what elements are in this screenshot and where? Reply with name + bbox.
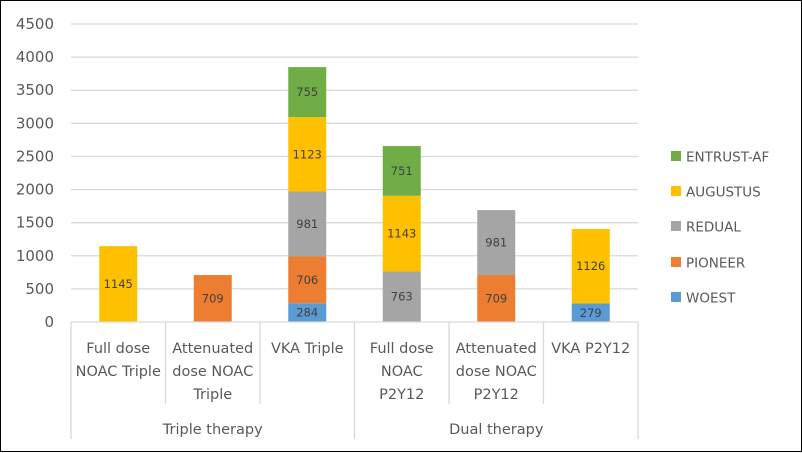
category-label: Attenuated <box>172 341 253 357</box>
data-label: 763 <box>391 290 413 304</box>
y-tick-label: 3000 <box>16 114 54 132</box>
y-tick-label: 2500 <box>16 147 54 165</box>
legend-label: PIONEER <box>686 256 745 272</box>
data-label: 706 <box>296 273 318 287</box>
legend-label: AUGUSTUS <box>686 185 761 201</box>
legend-swatch-entrust-af <box>671 151 681 161</box>
legend-swatch-pioneer <box>671 257 681 267</box>
category-label: NOAC <box>381 364 423 380</box>
category-label: P2Y12 <box>474 387 519 403</box>
bar-segment-redual <box>477 210 516 276</box>
y-tick-label: 3500 <box>16 81 54 99</box>
y-tick-label: 4500 <box>16 15 54 33</box>
group-label: Triple therapy <box>162 422 263 438</box>
category-label: VKA Triple <box>271 341 344 357</box>
data-label: 1145 <box>104 277 133 291</box>
y-tick-label: 2000 <box>16 181 54 199</box>
category-label: Triple <box>192 387 232 403</box>
gridlines <box>71 23 638 290</box>
category-label: VKA P2Y12 <box>551 341 630 357</box>
bar-segment-woest <box>288 303 327 322</box>
category-label: Full dose <box>370 341 434 357</box>
bar-segment-entrust-af <box>288 67 327 118</box>
data-label: 751 <box>391 164 413 178</box>
legend-label: ENTRUST-AF <box>686 150 769 166</box>
bar-segment-pioneer <box>288 256 327 304</box>
y-tick-label: 0 <box>44 313 54 331</box>
data-label: 1143 <box>387 227 416 241</box>
data-label: 279 <box>580 306 602 320</box>
y-tick-label: 4000 <box>16 48 54 66</box>
data-label: 1126 <box>576 259 605 273</box>
data-label: 1123 <box>293 147 322 161</box>
bar-segment-woest <box>571 303 610 322</box>
legend-swatch-redual <box>671 221 681 231</box>
category-label: dose NOAC <box>172 364 253 380</box>
legend: ENTRUST-AF AUGUSTUS REDUAL PIONEER WOEST <box>671 150 769 307</box>
legend-label: REDUAL <box>686 220 741 236</box>
y-tick-label: 1000 <box>16 247 54 265</box>
data-label: 981 <box>296 217 318 231</box>
bar-segment-augustus <box>382 195 421 272</box>
bar-segment-augustus <box>571 228 610 304</box>
data-label: 755 <box>296 85 318 99</box>
y-tick-label: 1500 <box>16 214 54 232</box>
legend-swatch-augustus <box>671 186 681 196</box>
bar-segment-pioneer <box>477 275 516 322</box>
data-label: 709 <box>485 292 507 306</box>
category-label: Attenuated <box>456 341 537 357</box>
legend-label: WOEST <box>686 291 736 307</box>
x-axis: Full dose NOAC Triple Attenuated dose NOAC T… <box>70 321 639 439</box>
bar-segment-redual <box>382 271 421 322</box>
data-label: 981 <box>485 236 507 250</box>
group-label: Dual therapy <box>449 422 544 438</box>
y-axis-ticks: 0 500 1000 1500 2000 2500 3000 3500 4000 4500 <box>16 15 54 331</box>
bar-segment-augustus <box>288 117 327 192</box>
bar-segment-pioneer <box>193 275 232 322</box>
data-label: 709 <box>202 292 224 306</box>
bar-segment-entrust-af <box>382 146 421 196</box>
legend-swatch-woest <box>671 292 681 302</box>
y-tick-label: 500 <box>25 280 54 298</box>
bars <box>99 67 610 322</box>
category-label: P2Y12 <box>379 387 424 403</box>
category-label: NOAC Triple <box>76 364 161 380</box>
category-label: dose NOAC <box>456 364 537 380</box>
category-label: Full dose <box>86 341 150 357</box>
bar-segment-redual <box>288 191 327 257</box>
bar-segment-augustus <box>99 246 138 322</box>
data-label: 284 <box>296 306 318 320</box>
data-labels: 1145 709 284 706 981 1123 755 763 1143 751 709 981 2… <box>104 85 606 320</box>
